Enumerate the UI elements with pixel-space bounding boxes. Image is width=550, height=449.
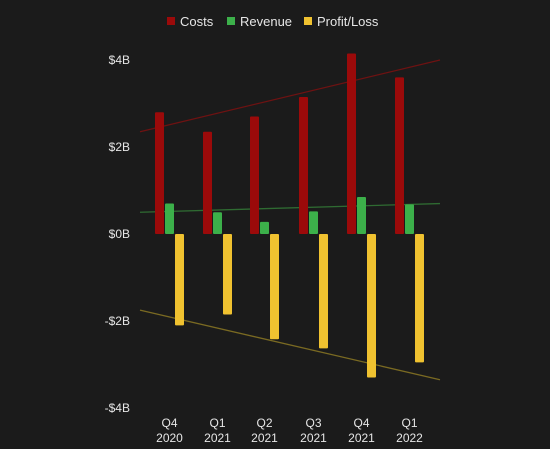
bar-profit-loss [175,234,184,326]
x-tick-label: Q3 2021 [300,416,327,445]
trendline-revenue [139,202,441,213]
bar-revenue [405,204,414,234]
legend-swatch-costs [167,17,175,25]
legend: Costs Revenue Profit/Loss [167,14,379,29]
bar-profit-loss [319,234,328,349]
legend-label: Costs [180,14,214,29]
y-axis: $4B $2B $0B -$2B -$4B [105,53,130,415]
y-tick-label: -$2B [105,314,130,328]
bar-profit-loss [415,234,424,363]
x-axis: Q4 2020 Q1 2021 Q2 2021 Q3 2021 Q4 2021 Q1 2022 [156,416,423,445]
bar-profit-loss [270,234,279,340]
bar-costs [395,77,404,235]
x-tick-label: Q4 2020 [156,416,183,445]
legend-swatch-profit-loss [304,17,312,25]
y-tick-label: $4B [109,53,130,67]
y-tick-label: $2B [109,140,130,154]
x-tick-label: Q1 2022 [396,416,423,445]
bar-revenue [260,221,269,234]
bar-costs [203,131,212,234]
x-tick-label: Q1 2021 [204,416,231,445]
legend-swatch-revenue [227,17,235,25]
bar-revenue [309,211,318,234]
bar-costs [250,116,259,234]
legend-label: Revenue [240,14,292,29]
y-tick-label: $0B [109,227,130,241]
bar-profit-loss [223,234,232,315]
bars [155,53,424,378]
legend-label: Profit/Loss [317,14,379,29]
bar-revenue [213,212,222,234]
bar-revenue [165,203,174,234]
bar-revenue [357,197,366,234]
x-tick-label: Q4 2021 [348,416,375,445]
trendline-costs [139,59,441,133]
bar-costs [347,53,356,234]
bar-costs [299,96,308,234]
bar-profit-loss [367,234,376,378]
y-tick-label: -$4B [105,401,130,415]
bar-costs [155,112,164,234]
trendline-profit-loss [139,309,441,381]
x-tick-label: Q2 2021 [251,416,278,445]
trendlines [139,59,441,381]
